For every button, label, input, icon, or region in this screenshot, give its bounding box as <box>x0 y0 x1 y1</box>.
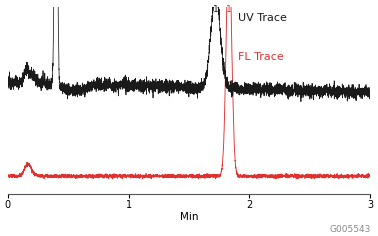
Text: UV Trace: UV Trace <box>238 13 287 23</box>
Text: G005543: G005543 <box>329 225 370 234</box>
Text: FL Trace: FL Trace <box>238 52 284 62</box>
X-axis label: Min: Min <box>180 212 198 222</box>
Text: 1: 1 <box>213 5 218 14</box>
Text: 1: 1 <box>226 5 232 14</box>
